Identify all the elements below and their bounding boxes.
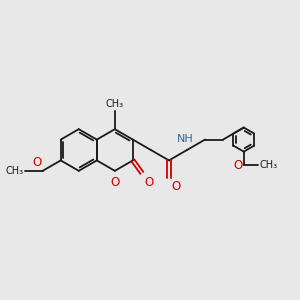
- Text: CH₃: CH₃: [5, 166, 23, 176]
- Text: O: O: [32, 156, 41, 170]
- Text: O: O: [144, 176, 153, 189]
- Text: NH: NH: [177, 134, 194, 144]
- Text: O: O: [172, 180, 181, 193]
- Text: CH₃: CH₃: [106, 99, 124, 109]
- Text: O: O: [233, 159, 242, 172]
- Text: CH₃: CH₃: [260, 160, 278, 170]
- Text: O: O: [110, 176, 119, 189]
